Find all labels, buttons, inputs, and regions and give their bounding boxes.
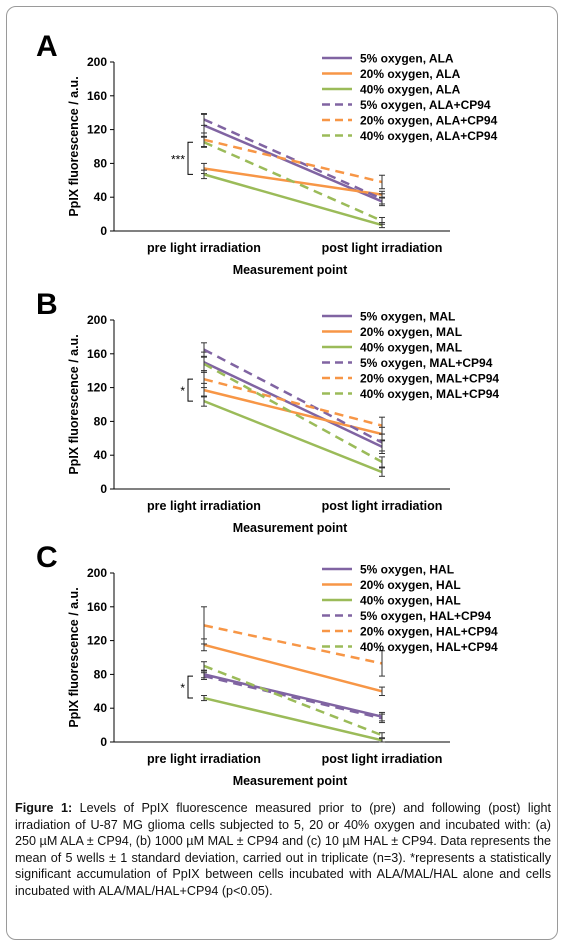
series-3-line [203,173,383,227]
series-4-line [203,118,383,201]
legend-label: 40% oxygen, MAL+CP94 [360,387,499,401]
series-1-line [203,361,383,448]
y-axis-label: PpIX fluorescence / a.u. [67,334,81,474]
y-tick-label: 40 [94,190,108,204]
series-1-line [203,124,383,203]
figure-charts: A 0 40 80 120 160 200 PpIX fluorescence / a.u. p… [36,30,499,788]
y-tick-label: 0 [100,224,107,238]
legend-label: 20% oxygen, MAL+CP94 [360,372,499,386]
figure-caption-label: Figure 1: [15,801,73,815]
x-axis-label: Measurement point [233,774,348,788]
y-tick-label: 80 [94,667,108,681]
x-tick-label: post light irradiation [322,499,443,513]
x-axis-label: Measurement point [233,263,348,277]
legend-label: 20% oxygen, MAL [360,325,462,339]
chart-panel-a: A 0 40 80 120 160 200 PpIX fluorescence / a.u. p… [36,30,498,277]
legend-label: 40% oxygen, HAL+CP94 [360,640,498,654]
y-axis-label: PpIX fluorescence / a.u. [67,76,81,216]
series-5-line [203,377,383,427]
x-tick-label: post light irradiation [322,752,443,766]
x-tick-label: pre light irradiation [147,752,261,766]
legend-label: 20% oxygen, HAL+CP94 [360,625,498,639]
legend-label: 20% oxygen, ALA [360,67,461,81]
legend-label: 5% oxygen, HAL+CP94 [360,609,491,623]
legend-label: 40% oxygen, ALA+CP94 [360,129,498,143]
legend-label: 5% oxygen, MAL+CP94 [360,356,493,370]
y-tick-label: 120 [87,381,107,395]
series-3-line [203,399,383,474]
series-1-line [203,673,383,718]
legend-label: 40% oxygen, MAL [360,341,462,355]
legend-label: 5% oxygen, MAL [360,310,455,324]
y-tick-label: 200 [87,566,107,580]
y-tick-label: 120 [87,634,107,648]
figure-caption-text: Levels of PpIX fluorescence measured pri… [15,801,551,898]
panel-label: C [36,541,58,574]
y-tick-label: 40 [94,701,108,715]
significance-label: * [180,681,185,695]
y-tick-label: 200 [87,313,107,327]
x-tick-label: pre light irradiation [147,499,261,513]
significance-bracket [187,378,193,402]
figure-frame [6,6,558,940]
panel-label: B [36,288,58,321]
legend-label: 5% oxygen, HAL [360,563,454,577]
series-5-line [203,138,383,184]
legend-label: 20% oxygen, ALA+CP94 [360,114,498,128]
legend-label: 20% oxygen, HAL [360,578,461,592]
y-axis-label: PpIX fluorescence / a.u. [67,587,81,727]
figure-caption: Figure 1: Levels of PpIX fluorescence me… [15,800,551,900]
y-tick-label: 0 [100,482,107,496]
series-6-line [203,141,383,223]
series-4-line [203,674,383,720]
significance-label: * [180,384,185,398]
significance-label: *** [171,152,185,166]
series-3-line [203,696,383,742]
y-tick-label: 0 [100,735,107,749]
y-tick-label: 160 [87,89,107,103]
chart-panel-c: C 0 40 80 120 160 200 PpIX fluorescence / a.u. p… [36,541,498,788]
series-5-line [203,624,383,665]
series-6-line [203,362,383,464]
y-tick-label: 120 [87,123,107,137]
significance-bracket [187,141,193,175]
y-tick-label: 160 [87,600,107,614]
series-2-line [203,643,383,693]
legend-label: 5% oxygen, ALA+CP94 [360,98,491,112]
legend-label: 5% oxygen, ALA [360,52,454,66]
chart-panel-b: B 0 40 80 120 160 200 PpIX fluorescence / a.u. p… [36,288,499,535]
y-tick-label: 80 [94,414,108,428]
y-tick-label: 200 [87,55,107,69]
x-axis-label: Measurement point [233,521,348,535]
y-tick-label: 160 [87,347,107,361]
x-tick-label: pre light irradiation [147,241,261,255]
series-6-line [203,664,383,737]
x-tick-label: post light irradiation [322,241,443,255]
legend-label: 40% oxygen, HAL [360,594,461,608]
y-tick-label: 40 [94,448,108,462]
panel-label: A [36,30,58,63]
significance-bracket [187,675,193,699]
y-tick-label: 80 [94,156,108,170]
legend-label: 40% oxygen, ALA [360,83,461,97]
series-4-line [203,348,383,444]
